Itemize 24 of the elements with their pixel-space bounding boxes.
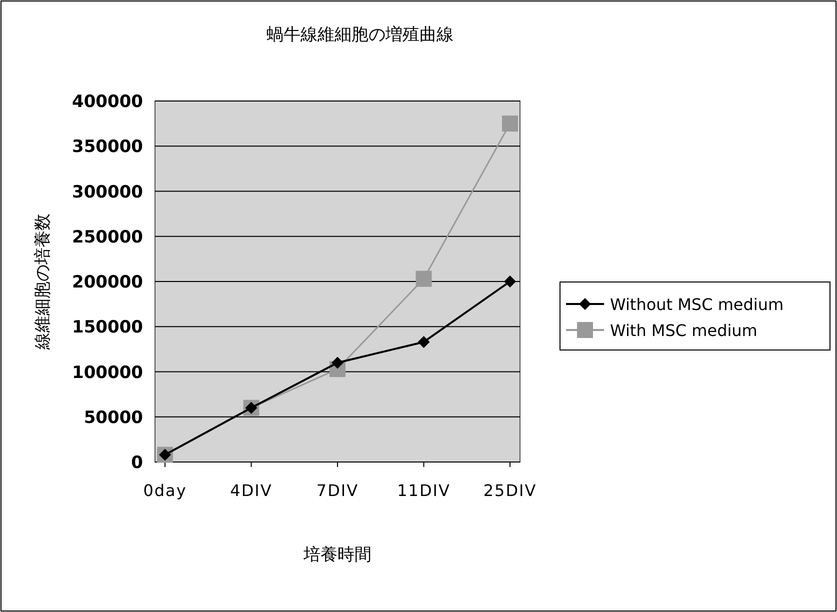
y-tick-label: 0 bbox=[131, 453, 144, 473]
y-tick-label: 350000 bbox=[72, 137, 144, 158]
x-tick-label: 4DIV bbox=[230, 481, 272, 500]
point bbox=[332, 356, 344, 369]
y-tick-label: 50000 bbox=[84, 408, 144, 428]
point bbox=[504, 276, 516, 288]
x-tick-label: 11DIV bbox=[397, 481, 450, 500]
y-tick-label: 250000 bbox=[72, 227, 144, 248]
y-tick-label: 150000 bbox=[72, 318, 144, 338]
chart-title: 蝸牛線維細胞の増殖曲線 bbox=[266, 25, 454, 45]
point bbox=[502, 116, 518, 132]
x-tick-label: 25DIV bbox=[483, 481, 537, 500]
point bbox=[416, 270, 432, 287]
x-tick-label: 7DIV bbox=[316, 481, 359, 500]
legend-label: With MSC medium bbox=[610, 321, 758, 340]
y-axis-title: 線維細胞の培養数 bbox=[33, 214, 53, 350]
y-tick-label: 100000 bbox=[72, 362, 144, 383]
x-axis-title: 培養時間 bbox=[302, 545, 372, 565]
y-tick-label: 200000 bbox=[72, 272, 144, 292]
y-tick-label: 300000 bbox=[72, 182, 144, 202]
x-tick-label: 0day bbox=[143, 481, 187, 500]
y-tick-label: 400000 bbox=[72, 92, 144, 112]
point bbox=[418, 336, 430, 348]
legend-label: Without MSC medium bbox=[610, 295, 784, 314]
